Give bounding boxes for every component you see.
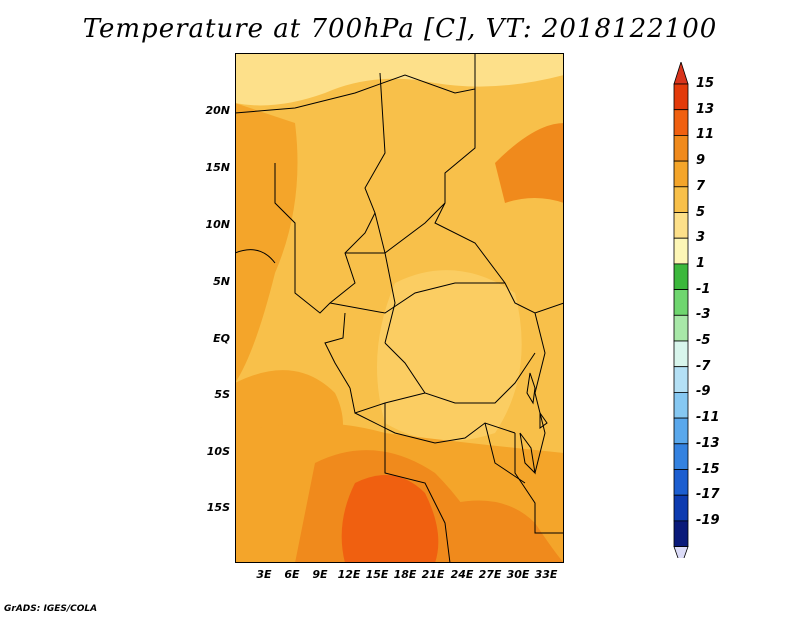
colorbar-segment: [673, 263, 689, 290]
colorbar-segment: [673, 289, 689, 316]
x-tick-33e: 33E: [534, 568, 558, 581]
colorbar-segment: [673, 443, 689, 470]
x-tick-24e: 24E: [450, 568, 474, 581]
y-tick-15n: 15N: [205, 161, 230, 174]
colorbar-level-label: 15: [696, 76, 715, 91]
x-tick-6e: 6E: [284, 568, 300, 581]
field-south-hottest: [341, 475, 439, 563]
colorbar-segment: [673, 160, 689, 188]
y-tick-20n: 20N: [205, 104, 230, 117]
colorbar-segment: [673, 237, 689, 265]
x-tick-21e: 21E: [421, 568, 445, 581]
colorbar-segment: [673, 494, 689, 522]
colorbar-level-label: -11: [696, 410, 720, 426]
colorbar-level-label: -17: [696, 487, 720, 503]
colorbar-level-label: -7: [696, 358, 711, 374]
field-ne-warm: [495, 123, 564, 203]
colorbar-segment: [673, 340, 689, 368]
colorbar: [673, 62, 689, 558]
field-central-light: [377, 270, 522, 441]
field-pale-north: [235, 53, 564, 106]
colorbar-level-label: 1: [696, 255, 706, 271]
country-borders: [235, 53, 564, 563]
colorbar-segment: [673, 520, 689, 547]
colorbar-segment: [673, 83, 689, 111]
colorbar-level-label: 9: [696, 153, 706, 169]
x-tick-3e: 3E: [256, 568, 272, 581]
colorbar-segment: [673, 109, 689, 136]
colorbar-segment: [673, 417, 689, 445]
colorbar-segment: [673, 469, 689, 496]
colorbar-level-label: -13: [696, 435, 720, 451]
colorbar-level-label: 13: [696, 101, 715, 117]
colorbar-level-label: -1: [696, 281, 711, 297]
y-tick-15s: 15S: [206, 501, 230, 514]
x-tick-27e: 27E: [478, 568, 502, 581]
colorbar-segment: [673, 186, 689, 213]
y-tick-5s: 5S: [214, 388, 230, 401]
colorbar-level-label: -19: [696, 512, 720, 528]
map-title: Temperature at 700hPa [C], VT: 201812210…: [82, 14, 718, 44]
colorbar-segment: [673, 366, 689, 393]
map-canvas: [235, 53, 564, 563]
x-tick-12e: 12E: [337, 568, 361, 581]
y-tick-5n: 5N: [213, 275, 230, 288]
colorbar-segment: [673, 135, 689, 162]
lake-outlines: [519, 372, 548, 475]
colorbar-level-label: -5: [696, 333, 711, 348]
colorbar-top-arrow: [673, 62, 689, 85]
colorbar-level-label: 7: [696, 178, 706, 194]
colorbar-level-label: 5: [696, 204, 706, 220]
colorbar-segment: [673, 212, 689, 239]
y-tick-10s: 10S: [206, 445, 230, 458]
field-se-hot: [455, 500, 564, 563]
x-tick-30e: 30E: [506, 568, 530, 581]
y-tick-eq: EQ: [213, 332, 230, 345]
y-tick-10n: 10N: [205, 218, 230, 231]
colorbar-segment: [673, 314, 689, 342]
colorbar-segment: [673, 391, 689, 419]
colorbar-level-label: -3: [696, 307, 711, 323]
colorbar-bottom-arrow: [673, 546, 689, 558]
colorbar-level-label: 11: [696, 127, 715, 143]
x-tick-9e: 9E: [312, 568, 328, 581]
map-frame: [235, 53, 564, 563]
colorbar-level-label: -9: [696, 384, 711, 400]
x-tick-15e: 15E: [365, 568, 389, 581]
x-tick-18e: 18E: [393, 568, 417, 581]
colorbar-level-label: 3: [696, 230, 706, 246]
temperature-map: [235, 53, 564, 563]
field-west-warm: [235, 103, 298, 383]
colorbar-level-label: -15: [696, 461, 720, 477]
grads-credit: GrADS: IGES/COLA: [4, 604, 98, 614]
